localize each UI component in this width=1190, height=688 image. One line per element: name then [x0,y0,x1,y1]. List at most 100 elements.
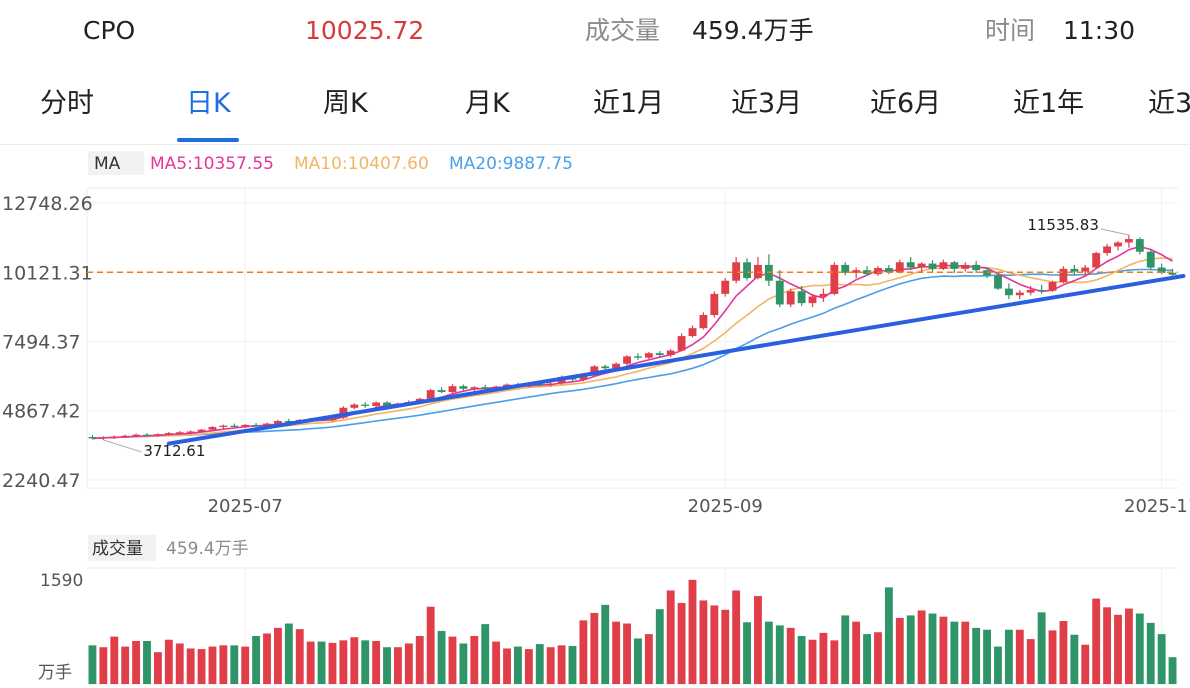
volume-bar [655,609,664,684]
tab-1-year[interactable]: 近1年 [1013,88,1085,119]
volume-bar [775,625,784,684]
candle [1135,237,1144,255]
ma10-legend: MA10:10407.60 [294,154,429,174]
candle [852,267,861,279]
volume-bar [132,640,141,684]
moving-average-lines [92,245,1173,440]
ma-legend-title: MA [94,154,121,174]
time-value: 11:30 [1063,16,1136,45]
tab-1-month[interactable]: 近1月 [593,88,665,119]
volume-bar [874,632,882,684]
candle-body [426,390,435,399]
candle-body [874,268,882,275]
ma10-line [92,257,1173,440]
candle-body [1070,268,1079,272]
volume-bar [263,633,271,684]
candle [939,259,948,271]
candle [634,353,642,360]
candle [764,254,773,286]
candle [459,384,468,391]
volume-bar [175,643,184,684]
candle [1048,280,1057,292]
max-leader-line [1100,228,1130,236]
candle [1146,249,1155,271]
volume-bar [743,622,751,684]
volume-bar [917,610,926,684]
candle-body [1114,242,1122,247]
candle [623,355,631,366]
tab-monthly-k[interactable]: 月K [465,88,510,119]
candle-body [1103,246,1112,254]
volume-bar [88,645,97,684]
volume-bar [186,648,195,684]
candle-body [132,434,141,436]
volume-bar [1157,634,1166,684]
candle [219,424,228,429]
candle-body [688,328,697,337]
tab-daily-k[interactable]: 日K [186,88,231,119]
candle [1026,285,1035,296]
volume-bar [1059,621,1068,684]
candle-body [153,434,162,436]
volume-bar [459,643,468,684]
volume-bar [557,645,566,684]
volume-bar [208,646,217,684]
candle-body [906,262,915,268]
volume-bar [983,629,992,684]
volume-bar [295,629,304,684]
volume-bar [383,647,391,684]
candle-body [786,291,795,305]
volume-bar [601,604,610,684]
candle-body [208,427,217,430]
volume-bar [470,635,479,684]
candle [230,423,239,428]
tab-3-months[interactable]: 近3月 [731,88,803,119]
y-tick-label: 12748.26 [2,193,93,215]
candle-body [1135,239,1144,252]
candle [481,384,490,390]
volume-bar [546,647,555,684]
volume-unit: 万手 [38,663,72,683]
candle-body [88,437,97,439]
time-label: 时间 [985,16,1036,45]
x-tick-label: 2025-07 [208,496,283,517]
volume-legend-value: 459.4万手 [166,539,249,559]
candle [153,433,162,437]
volume-max-tick: 1590 [40,571,83,591]
candle-body [1026,289,1035,293]
candle-body [939,262,948,269]
candle [121,434,130,438]
candle-body [328,417,337,421]
min-leader-line [103,439,142,453]
candle [99,436,108,440]
ma5-legend: MA5:10357.55 [150,154,274,174]
candle [644,351,653,360]
volume-bar [1026,639,1035,684]
candle-body [1157,267,1166,273]
candle-body [775,280,784,305]
candle-body [1048,282,1057,291]
volume-bar [961,621,970,684]
candle [1103,243,1112,256]
candle [1092,251,1101,269]
candle [1037,284,1046,294]
tab-intraday[interactable]: 分时 [40,88,94,119]
volume-bar [481,624,490,684]
candle-body [273,420,282,424]
volume-bar [863,634,871,684]
candle-body [503,384,511,387]
candle-body [437,390,446,392]
candle [841,262,850,276]
candle-body [252,424,261,427]
candle-body [470,387,479,389]
candle-body [1124,239,1133,243]
y-tick-label: 10121.31 [2,262,93,284]
tab-3-years[interactable]: 近3 [1148,88,1190,119]
volume-bar [361,640,370,684]
candle [754,256,762,280]
tab-weekly-k[interactable]: 周K [323,88,368,119]
candle [928,260,937,272]
candle-body [819,293,828,297]
tab-6-months[interactable]: 近6月 [870,88,942,119]
